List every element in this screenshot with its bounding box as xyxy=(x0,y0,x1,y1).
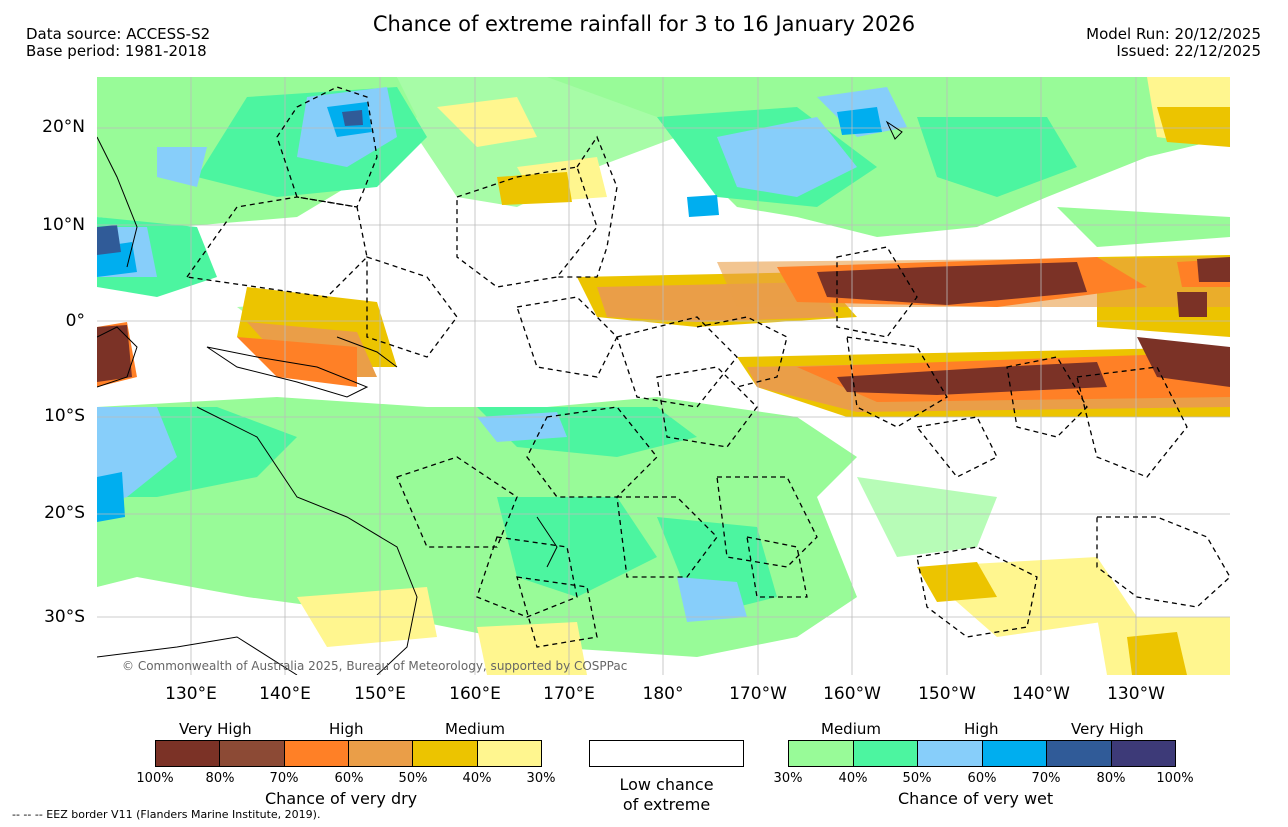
wet-colorbar xyxy=(788,740,1176,767)
dry-tick: 80% xyxy=(205,771,235,786)
lat-label: 10°N xyxy=(42,215,85,235)
wet-extreme-areas xyxy=(97,110,363,255)
map-canvas xyxy=(97,77,1230,675)
issued-text: Issued: 22/12/2025 xyxy=(1116,42,1261,60)
dry-colorbar xyxy=(155,740,542,767)
lon-label: 170°W xyxy=(729,684,787,704)
wet-tick: 50% xyxy=(902,771,932,786)
dry-tick: 60% xyxy=(334,771,364,786)
lat-label: 20°S xyxy=(44,503,85,523)
lon-label: 150°E xyxy=(354,684,406,704)
dry-very-high-label: Very High xyxy=(179,720,252,738)
dry-tick: 70% xyxy=(269,771,299,786)
dry-swatch xyxy=(348,741,414,766)
wet-medium-label: Medium xyxy=(821,720,881,738)
lon-label: 140°E xyxy=(259,684,311,704)
dry-swatch xyxy=(477,741,541,766)
wet-legend-title: Chance of very wet xyxy=(898,789,1054,808)
dry-medium-label: Medium xyxy=(445,720,505,738)
copyright-text: © Commonwealth of Australia 2025, Bureau… xyxy=(122,659,628,673)
lon-label: 130°W xyxy=(1107,684,1165,704)
wet-tick: 100% xyxy=(1156,771,1194,786)
wet-swatch xyxy=(1111,741,1175,766)
dry-tick: 50% xyxy=(398,771,428,786)
wet-tick: 70% xyxy=(1031,771,1061,786)
lat-label: 30°S xyxy=(44,607,85,627)
lon-label: 170°E xyxy=(543,684,595,704)
wet-tick: 80% xyxy=(1096,771,1126,786)
dry-swatch xyxy=(284,741,349,766)
low-chance-swatch xyxy=(589,740,744,767)
lon-label: 130°E xyxy=(165,684,217,704)
dry-tick: 30% xyxy=(526,771,556,786)
rainfall-map[interactable] xyxy=(97,77,1230,675)
wet-very-high-label: Very High xyxy=(1071,720,1144,738)
lat-label: 10°S xyxy=(44,406,85,426)
lon-label: 160°W xyxy=(823,684,881,704)
dry-high-label: High xyxy=(329,720,364,738)
low-chance-line1: Low chance xyxy=(619,775,714,794)
wet-swatch xyxy=(789,741,854,766)
dry-swatch xyxy=(413,741,478,766)
dry-swatch xyxy=(156,741,221,766)
model-info-block: Model Run: 20/12/2025 Issued: 22/12/2025 xyxy=(1086,26,1261,60)
wet-swatch xyxy=(982,741,1047,766)
wet-swatch xyxy=(853,741,918,766)
coastlines xyxy=(97,120,903,675)
wet-swatch xyxy=(1047,741,1112,766)
wet-high-label: High xyxy=(964,720,999,738)
dry-tick: 100% xyxy=(136,771,174,786)
lat-label: 20°N xyxy=(42,117,85,137)
lat-label: 0° xyxy=(65,311,85,331)
low-chance-label: Low chance of extreme xyxy=(589,775,744,815)
lon-label: 150°W xyxy=(918,684,976,704)
wet-swatch xyxy=(918,741,983,766)
eez-note: -- -- -- EEZ border V11 (Flanders Marine… xyxy=(12,808,321,821)
dry-tick: 40% xyxy=(462,771,492,786)
dry-extreme-areas xyxy=(97,257,1230,395)
base-period-text: Base period: 1981-2018 xyxy=(26,42,207,60)
low-chance-line2: of extreme xyxy=(622,795,711,814)
lon-label: 180° xyxy=(642,684,684,704)
lon-label: 140°W xyxy=(1012,684,1070,704)
model-run-text: Model Run: 20/12/2025 xyxy=(1086,25,1261,43)
wet-tick: 60% xyxy=(967,771,997,786)
data-source-block: Data source: ACCESS-S2 Base period: 1981… xyxy=(26,26,210,60)
dry-legend-title: Chance of very dry xyxy=(265,789,418,808)
eez-borders xyxy=(185,86,1230,648)
graticule xyxy=(97,77,1230,675)
wet-tick: 30% xyxy=(773,771,803,786)
map-title: Chance of extreme rainfall for 3 to 16 J… xyxy=(372,12,916,36)
dry-swatch xyxy=(220,741,285,766)
wet-tick: 40% xyxy=(838,771,868,786)
lon-label: 160°E xyxy=(449,684,501,704)
data-source-text: Data source: ACCESS-S2 xyxy=(26,25,211,43)
